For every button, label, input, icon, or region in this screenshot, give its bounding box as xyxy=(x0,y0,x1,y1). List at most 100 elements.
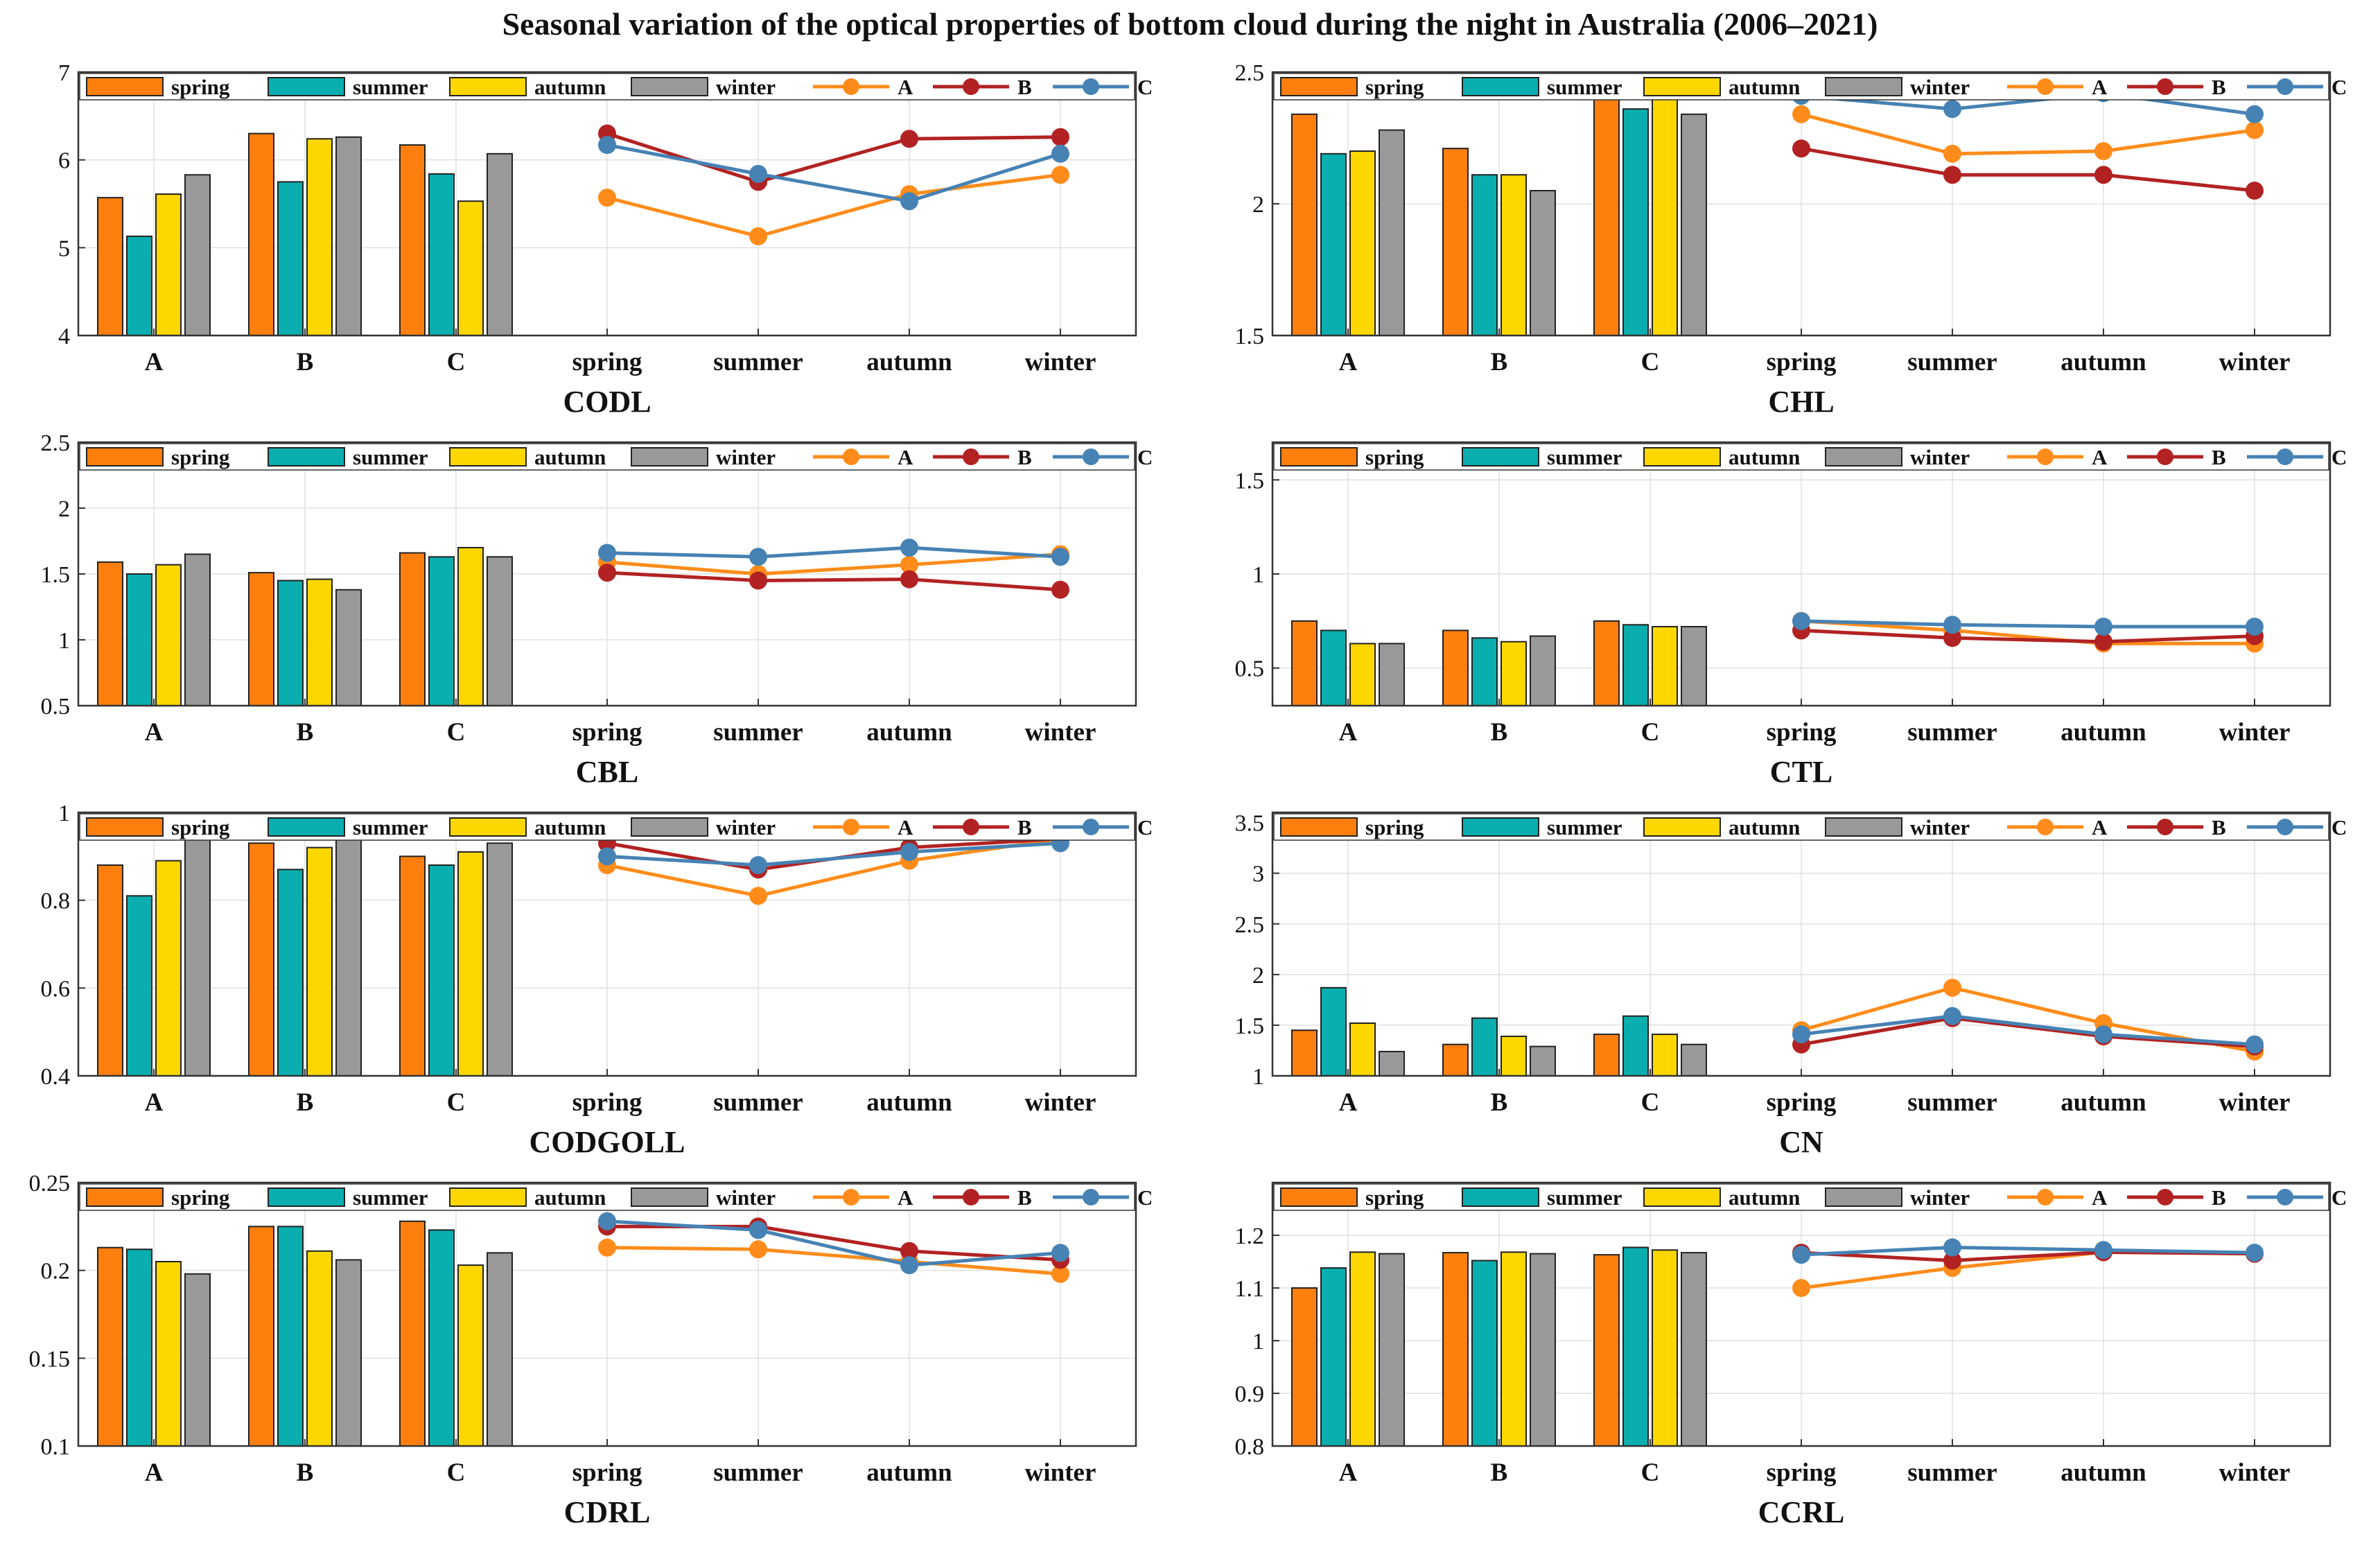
x-tick-label: summer xyxy=(713,348,803,376)
y-tick-label: 2.5 xyxy=(41,430,71,456)
y-tick-label: 0.25 xyxy=(29,1171,71,1196)
bar-winter-c xyxy=(1681,626,1707,706)
point-b-winter xyxy=(1051,128,1069,146)
y-tick-label: 1 xyxy=(58,801,70,826)
legend-marker-a xyxy=(2037,449,2054,465)
bar-winter-b xyxy=(335,589,362,706)
x-tick-label: C xyxy=(447,1458,466,1487)
legend-marker-c xyxy=(1083,78,1099,95)
bar-spring-b xyxy=(248,572,274,706)
bar-spring-a xyxy=(97,561,123,707)
bar-winter-b xyxy=(1530,635,1556,706)
bar-winter-b xyxy=(335,136,362,336)
legend-swatch-summer xyxy=(1462,817,1539,837)
bar-spring-a xyxy=(1291,620,1318,706)
y-tick-label: 0.5 xyxy=(41,694,71,720)
bar-spring-b xyxy=(248,132,274,337)
bar-autumn-b xyxy=(306,1250,333,1447)
point-b-autumn xyxy=(2094,632,2112,651)
bar-winter-a xyxy=(184,553,211,706)
legend-label-b: B xyxy=(2212,815,2226,839)
legend-label-autumn: autumn xyxy=(534,445,606,469)
bar-summer-c xyxy=(428,173,455,336)
legend-marker-a xyxy=(843,819,859,835)
series-line-c xyxy=(606,143,1061,203)
x-tick-label: summer xyxy=(1907,718,1997,747)
x-tick-label: A xyxy=(145,1458,164,1487)
legend-label-summer: summer xyxy=(353,815,428,839)
point-b-summer xyxy=(1943,166,1961,184)
y-tick-label: 2 xyxy=(1252,192,1264,218)
y-tick-label: 3.5 xyxy=(1235,811,1265,837)
legend-label-c: C xyxy=(1137,815,1153,839)
legend-label-a: A xyxy=(898,445,913,469)
y-tick-label: 1.5 xyxy=(1235,1013,1265,1039)
x-tick-label: A xyxy=(1339,1458,1358,1487)
series-line-a xyxy=(606,173,1061,238)
legend-marker-c xyxy=(1083,1189,1099,1205)
x-tick-label: autumn xyxy=(866,348,952,376)
legend-label-winter: winter xyxy=(1910,75,1970,99)
bar-autumn-c xyxy=(457,200,484,337)
point-c-summer xyxy=(1943,616,1961,634)
bar-autumn-c xyxy=(1652,1249,1678,1447)
bar-spring-b xyxy=(1442,148,1469,336)
point-b-summer xyxy=(1943,629,1961,647)
point-c-winter xyxy=(2246,1244,2264,1262)
bar-winter-b xyxy=(1530,190,1556,336)
bar-summer-c xyxy=(1622,1246,1649,1447)
series-line-c xyxy=(1801,1245,2255,1257)
x-tick-label: summer xyxy=(1907,348,1997,376)
point-b-spring xyxy=(598,564,616,582)
x-tick-label: B xyxy=(297,348,314,376)
bar-spring-a xyxy=(97,197,123,336)
legend-label-spring: spring xyxy=(171,75,230,99)
bar-autumn-a xyxy=(1349,150,1376,336)
y-tick-label: 1 xyxy=(1252,1329,1264,1355)
legend-swatch-winter xyxy=(1825,447,1902,467)
bar-summer-b xyxy=(277,1226,304,1447)
y-tick-label: 1.1 xyxy=(1235,1276,1265,1302)
bar-autumn-b xyxy=(1500,1036,1527,1077)
point-a-summer xyxy=(749,227,767,245)
bar-spring-c xyxy=(399,144,426,336)
bar-summer-a xyxy=(126,1248,152,1447)
panel-label: CHL xyxy=(1768,385,1834,419)
point-a-spring xyxy=(598,1238,616,1257)
x-tick-label: summer xyxy=(1907,1458,1997,1487)
y-tick-label: 1.5 xyxy=(1235,324,1265,349)
point-c-autumn xyxy=(900,1256,918,1275)
panel-label: CODL xyxy=(563,385,651,419)
panel-label: CDRL xyxy=(564,1495,651,1529)
bar-summer-a xyxy=(1320,1267,1347,1447)
legend-swatch-autumn xyxy=(1643,1187,1721,1207)
bar-summer-b xyxy=(277,181,304,337)
x-tick-label: spring xyxy=(1767,1088,1837,1117)
series-line-c xyxy=(606,1219,1061,1267)
bar-spring-a xyxy=(1291,113,1318,337)
legend-swatch-winter xyxy=(631,817,708,837)
bar-autumn-c xyxy=(457,547,484,706)
bar-summer-a xyxy=(126,895,152,1077)
point-c-summer xyxy=(1943,100,1961,119)
legend-swatch-autumn xyxy=(1643,817,1721,837)
legend-marker-a xyxy=(2037,1189,2054,1205)
panel-label: CBL xyxy=(576,755,638,789)
bar-autumn-b xyxy=(306,138,333,336)
bar-spring-a xyxy=(97,1246,123,1447)
bar-autumn-a xyxy=(1349,643,1376,707)
x-tick-label: autumn xyxy=(2060,1458,2146,1487)
bar-winter-a xyxy=(1379,643,1405,707)
bar-autumn-b xyxy=(1500,174,1527,336)
bar-autumn-b xyxy=(306,846,333,1077)
legend-marker-b xyxy=(963,819,979,835)
panel-label: CN xyxy=(1779,1125,1823,1159)
x-tick-label: B xyxy=(1491,718,1508,747)
bar-spring-c xyxy=(1593,1254,1620,1447)
x-tick-label: C xyxy=(447,1088,466,1117)
legend-label-winter: winter xyxy=(1910,1185,1970,1210)
bar-spring-c xyxy=(399,855,426,1077)
x-tick-label: summer xyxy=(713,1088,803,1117)
